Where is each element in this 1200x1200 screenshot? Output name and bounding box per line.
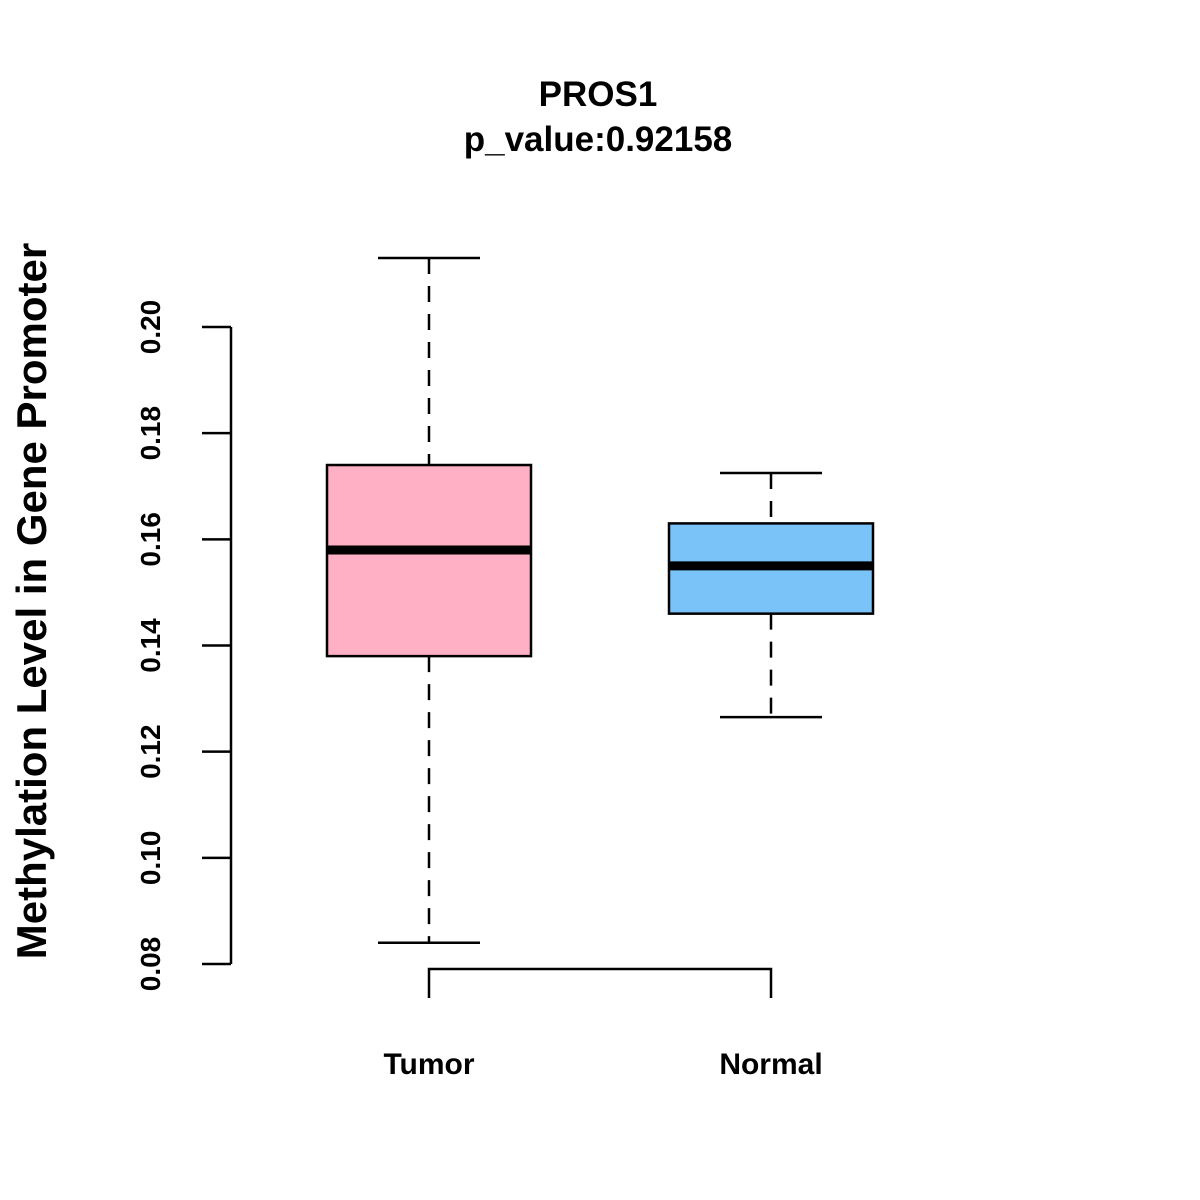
x-axis: Tumor Normal [383,967,823,1081]
y-tick-label: 0.08 [135,937,166,992]
boxes [325,256,875,945]
box-normal [667,471,875,719]
y-axis-label: Methylation Level in Gene Promoter [8,243,55,959]
chart-subtitle: p_value:0.92158 [464,120,733,159]
box-tumor [325,256,533,945]
x-axis-bracket [427,967,773,998]
y-tick-label: 0.12 [135,724,166,779]
y-tick-label: 0.20 [135,300,166,355]
y-tick-label: 0.10 [135,831,166,886]
y-tick-label: 0.18 [135,406,166,461]
x-category-label-normal: Normal [719,1048,822,1081]
x-category-label-tumor: Tumor [383,1048,474,1081]
y-axis-ticks: 0.08 0.10 0.12 0.14 0.16 0.18 0.20 [135,300,231,992]
chart-title: PROS1 [539,75,658,114]
y-tick-label: 0.14 [135,618,166,673]
y-tick-label: 0.16 [135,512,166,567]
iqr-box [325,463,533,658]
